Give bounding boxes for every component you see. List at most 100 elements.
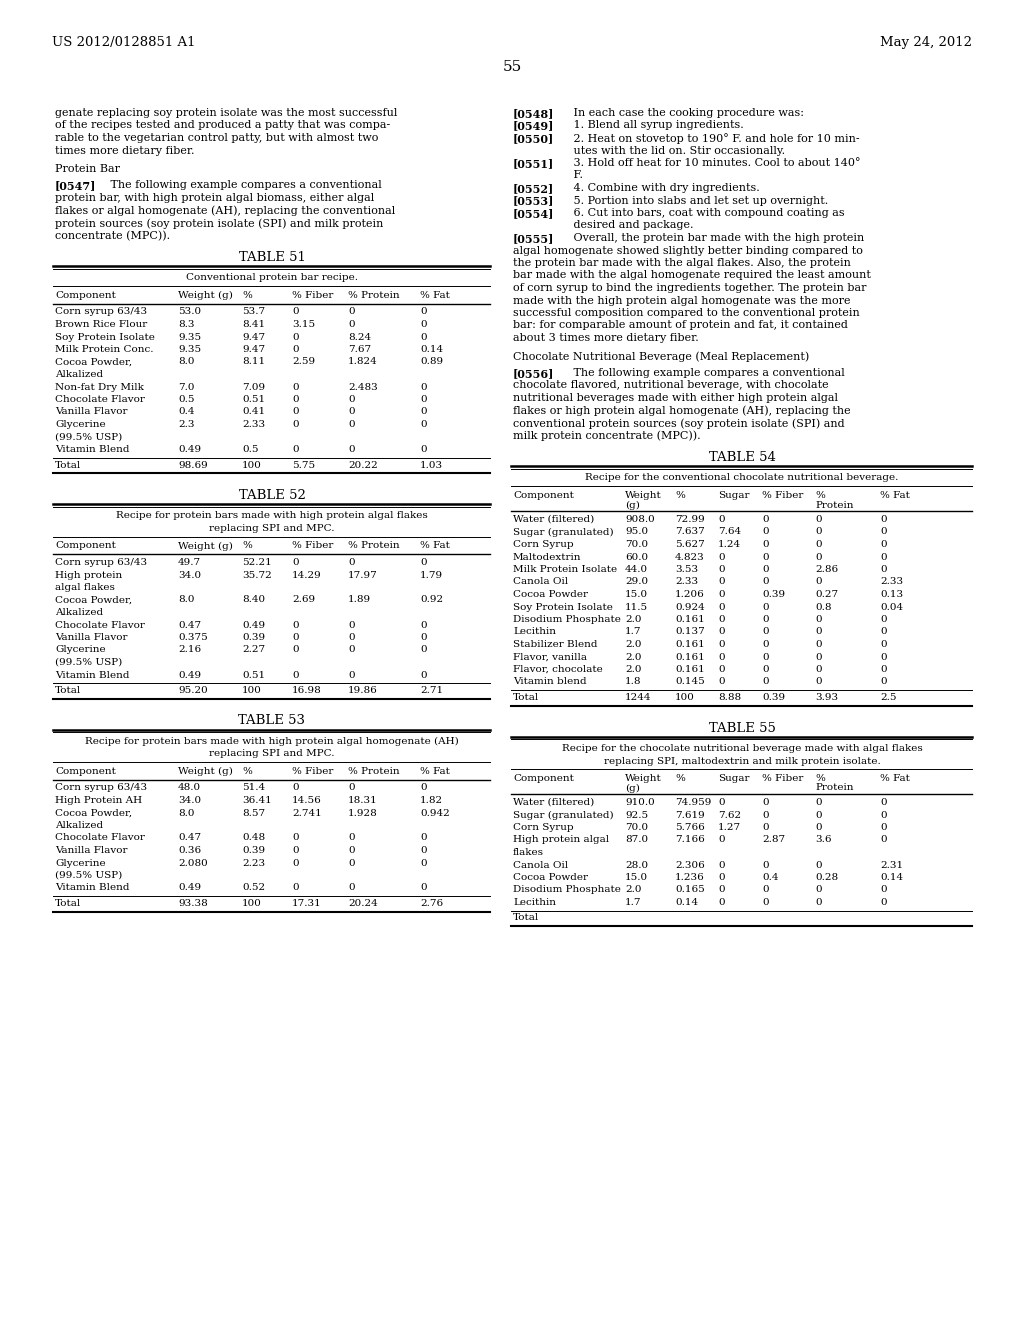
Text: Corn Syrup: Corn Syrup <box>513 540 573 549</box>
Text: 0: 0 <box>292 383 299 392</box>
Text: 0: 0 <box>420 319 427 329</box>
Text: 0: 0 <box>880 540 887 549</box>
Text: flakes or algal homogenate (AH), replacing the conventional: flakes or algal homogenate (AH), replaci… <box>55 206 395 216</box>
Text: 20.22: 20.22 <box>348 461 378 470</box>
Text: 3. Hold off heat for 10 minutes. Cool to about 140°: 3. Hold off heat for 10 minutes. Cool to… <box>563 158 860 168</box>
Text: 4.823: 4.823 <box>675 553 705 561</box>
Text: 55: 55 <box>503 59 521 74</box>
Text: % Fat: % Fat <box>420 767 450 776</box>
Text: 70.0: 70.0 <box>625 540 648 549</box>
Text: 3.93: 3.93 <box>815 693 838 702</box>
Text: Water (filtered): Water (filtered) <box>513 799 594 807</box>
Text: protein sources (soy protein isolate (SPI) and milk protein: protein sources (soy protein isolate (SP… <box>55 218 383 228</box>
Text: 15.0: 15.0 <box>625 590 648 599</box>
Text: 0: 0 <box>718 615 725 624</box>
Text: 1.24: 1.24 <box>718 540 741 549</box>
Text: 7.637: 7.637 <box>675 528 705 536</box>
Text: 0: 0 <box>420 308 427 317</box>
Text: 0: 0 <box>292 333 299 342</box>
Text: replacing SPI, maltodextrin and milk protein isolate.: replacing SPI, maltodextrin and milk pro… <box>603 756 881 766</box>
Text: 0: 0 <box>815 898 821 907</box>
Text: 0: 0 <box>718 861 725 870</box>
Text: 1.236: 1.236 <box>675 873 705 882</box>
Text: [0553]: [0553] <box>513 195 554 206</box>
Text: 0: 0 <box>348 671 354 680</box>
Text: % Fiber: % Fiber <box>762 774 804 783</box>
Text: 95.20: 95.20 <box>178 686 208 696</box>
Text: US 2012/0128851 A1: US 2012/0128851 A1 <box>52 36 196 49</box>
Text: Vitamin blend: Vitamin blend <box>513 677 587 686</box>
Text: 2.71: 2.71 <box>420 686 443 696</box>
Text: protein bar, with high protein algal biomass, either algal: protein bar, with high protein algal bio… <box>55 193 374 203</box>
Text: % Protein: % Protein <box>348 541 399 550</box>
Text: Protein Bar: Protein Bar <box>55 164 120 174</box>
Text: 2.69: 2.69 <box>292 595 315 605</box>
Text: (g): (g) <box>625 784 640 792</box>
Text: 8.0: 8.0 <box>178 595 195 605</box>
Text: 0: 0 <box>292 408 299 417</box>
Text: 0.39: 0.39 <box>242 846 265 855</box>
Text: 2.3: 2.3 <box>178 420 195 429</box>
Text: 5.627: 5.627 <box>675 540 705 549</box>
Text: May 24, 2012: May 24, 2012 <box>880 36 972 49</box>
Text: 0.161: 0.161 <box>675 665 705 675</box>
Text: 8.24: 8.24 <box>348 333 371 342</box>
Text: 2.59: 2.59 <box>292 358 315 367</box>
Text: %: % <box>242 767 252 776</box>
Text: Non-fat Dry Milk: Non-fat Dry Milk <box>55 383 144 392</box>
Text: 1.82: 1.82 <box>420 796 443 805</box>
Text: (99.5% USP): (99.5% USP) <box>55 871 122 880</box>
Text: Chocolate Nutritional Beverage (Meal Replacement): Chocolate Nutritional Beverage (Meal Rep… <box>513 351 809 362</box>
Text: 0: 0 <box>348 846 354 855</box>
Text: 0: 0 <box>718 799 725 807</box>
Text: 0: 0 <box>292 308 299 317</box>
Text: genate replacing soy protein isolate was the most successful: genate replacing soy protein isolate was… <box>55 108 397 117</box>
Text: 0.145: 0.145 <box>675 677 705 686</box>
Text: 0.942: 0.942 <box>420 808 450 817</box>
Text: Flavor, chocolate: Flavor, chocolate <box>513 665 603 675</box>
Text: 72.99: 72.99 <box>675 515 705 524</box>
Text: 7.619: 7.619 <box>675 810 705 820</box>
Text: 3.6: 3.6 <box>815 836 831 845</box>
Text: 0: 0 <box>718 590 725 599</box>
Text: Cocoa Powder,: Cocoa Powder, <box>55 808 132 817</box>
Text: 0: 0 <box>718 578 725 586</box>
Text: 0.4: 0.4 <box>762 873 778 882</box>
Text: 0: 0 <box>718 602 725 611</box>
Text: Total: Total <box>55 461 81 470</box>
Text: bar made with the algal homogenate required the least amount: bar made with the algal homogenate requi… <box>513 271 870 281</box>
Text: Canola Oil: Canola Oil <box>513 861 568 870</box>
Text: 95.0: 95.0 <box>625 528 648 536</box>
Text: 0: 0 <box>762 665 769 675</box>
Text: 0: 0 <box>348 858 354 867</box>
Text: 2.0: 2.0 <box>625 652 641 661</box>
Text: 0: 0 <box>348 784 354 792</box>
Text: 0: 0 <box>292 833 299 842</box>
Text: 0: 0 <box>292 784 299 792</box>
Text: Protein: Protein <box>815 500 853 510</box>
Text: 0: 0 <box>762 652 769 661</box>
Text: 7.09: 7.09 <box>242 383 265 392</box>
Text: Brown Rice Flour: Brown Rice Flour <box>55 319 147 329</box>
Text: Total: Total <box>513 913 540 923</box>
Text: 52.21: 52.21 <box>242 558 271 568</box>
Text: 0.5: 0.5 <box>178 395 195 404</box>
Text: successful composition compared to the conventional protein: successful composition compared to the c… <box>513 308 860 318</box>
Text: 7.0: 7.0 <box>178 383 195 392</box>
Text: 0: 0 <box>718 873 725 882</box>
Text: conventional protein sources (soy protein isolate (SPI) and: conventional protein sources (soy protei… <box>513 418 845 429</box>
Text: 1.824: 1.824 <box>348 358 378 367</box>
Text: 0.89: 0.89 <box>420 358 443 367</box>
Text: Sugar (granulated): Sugar (granulated) <box>513 528 613 537</box>
Text: 0: 0 <box>420 784 427 792</box>
Text: 0: 0 <box>815 810 821 820</box>
Text: 0: 0 <box>762 810 769 820</box>
Text: 4. Combine with dry ingredients.: 4. Combine with dry ingredients. <box>563 183 760 193</box>
Text: Vitamin Blend: Vitamin Blend <box>55 671 129 680</box>
Text: Sugar: Sugar <box>718 774 750 783</box>
Text: 0: 0 <box>718 640 725 649</box>
Text: [0555]: [0555] <box>513 234 554 244</box>
Text: 0: 0 <box>762 540 769 549</box>
Text: 98.69: 98.69 <box>178 461 208 470</box>
Text: utes with the lid on. Stir occasionally.: utes with the lid on. Stir occasionally. <box>563 145 785 156</box>
